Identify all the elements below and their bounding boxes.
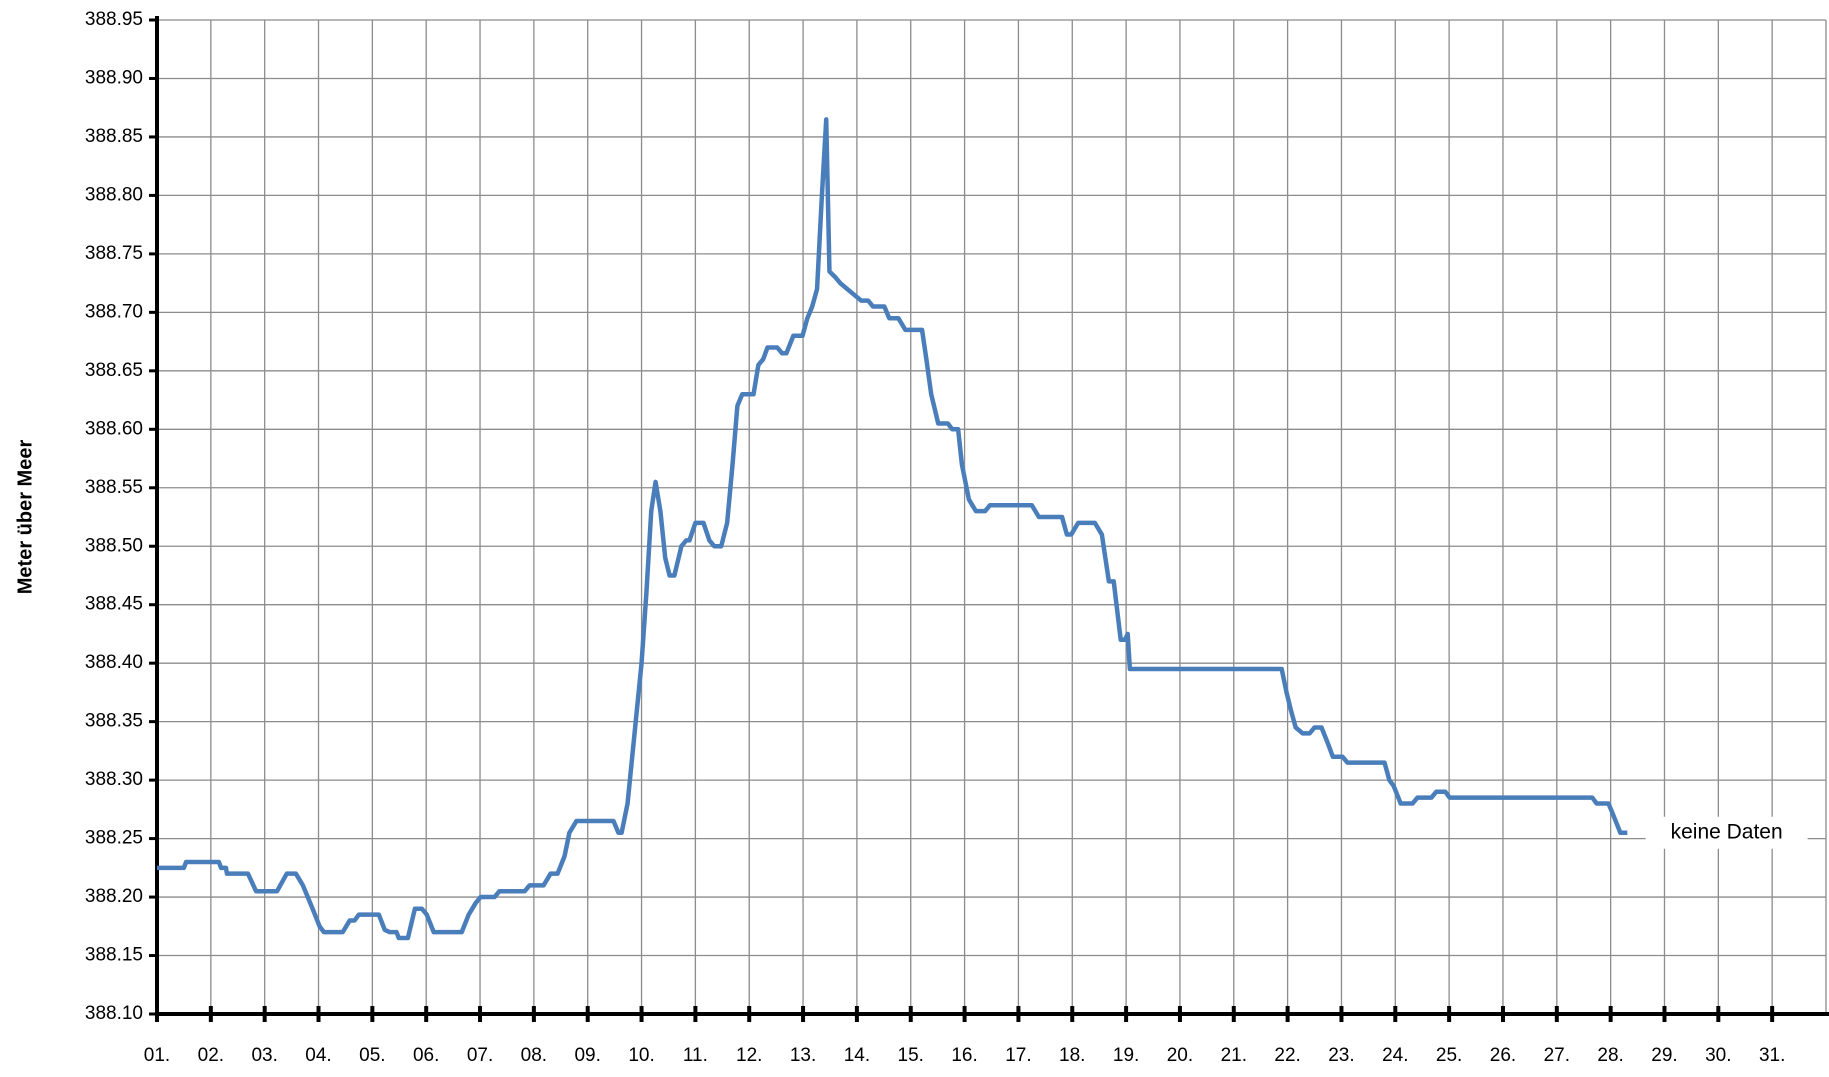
x-tick-label: 27. [1544, 1045, 1570, 1066]
x-tick-label: 31. [1759, 1045, 1785, 1066]
y-tick-label: 388.60 [85, 418, 143, 439]
y-axis-label: Meter über Meer [14, 440, 36, 595]
x-tick-label: 07. [467, 1045, 493, 1066]
y-tick-label: 388.35 [85, 711, 143, 732]
x-tick-label: 30. [1705, 1045, 1731, 1066]
y-tick-label: 388.65 [85, 360, 143, 381]
x-tick-label: 10. [628, 1045, 654, 1066]
y-tick-label: 388.80 [85, 184, 143, 205]
x-tick-label: 16. [951, 1045, 977, 1066]
annotation-box [1645, 816, 1808, 849]
x-tick-label: 21. [1221, 1045, 1247, 1066]
y-tick-label: 388.50 [85, 535, 143, 556]
x-tick-label: 08. [521, 1045, 547, 1066]
x-tick-label: 23. [1328, 1045, 1354, 1066]
x-tick-label: 04. [305, 1045, 331, 1066]
x-tick-label: 12. [736, 1045, 762, 1066]
annotation: keine Daten [1671, 820, 1783, 843]
x-tick-label: 25. [1436, 1045, 1462, 1066]
x-tick-label: 28. [1597, 1045, 1623, 1066]
x-tick-label: 29. [1651, 1045, 1677, 1066]
x-tick-label: 11. [683, 1045, 708, 1066]
y-tick-label: 388.20 [85, 886, 143, 907]
y-tick-label: 388.10 [85, 1003, 143, 1024]
y-tick-label: 388.85 [85, 126, 143, 147]
y-tick-label: 388.40 [85, 652, 143, 673]
x-tick-label: 17. [1005, 1045, 1031, 1066]
x-tick-label: 15. [898, 1045, 924, 1066]
y-tick-label: 388.45 [85, 594, 143, 615]
y-tick-label: 388.70 [85, 301, 143, 322]
x-tick-label: 05. [359, 1045, 385, 1066]
x-tick-label: 13. [790, 1045, 816, 1066]
y-tick-label: 388.15 [85, 945, 143, 966]
x-tick-label: 20. [1167, 1045, 1193, 1066]
y-tick-label: 388.95 [85, 9, 143, 30]
x-tick-label: 03. [251, 1045, 277, 1066]
x-tick-label: 26. [1490, 1045, 1516, 1066]
x-tick-label: 06. [413, 1045, 439, 1066]
x-tick-label: 22. [1274, 1045, 1300, 1066]
x-tick-label: 24. [1382, 1045, 1408, 1066]
x-tick-label: 09. [574, 1045, 600, 1066]
y-tick-label: 388.90 [85, 67, 143, 88]
x-tick-label: 19. [1113, 1045, 1139, 1066]
y-tick-label: 388.55 [85, 477, 143, 498]
x-tick-label: 02. [198, 1045, 224, 1066]
x-tick-label: 14. [844, 1045, 870, 1066]
x-tick-label: 01. [144, 1045, 170, 1066]
y-tick-label: 388.30 [85, 769, 143, 790]
x-tick-label: 18. [1059, 1045, 1085, 1066]
y-tick-label: 388.75 [85, 243, 143, 264]
y-tick-label: 388.25 [85, 828, 143, 849]
data-line [157, 117, 1628, 941]
